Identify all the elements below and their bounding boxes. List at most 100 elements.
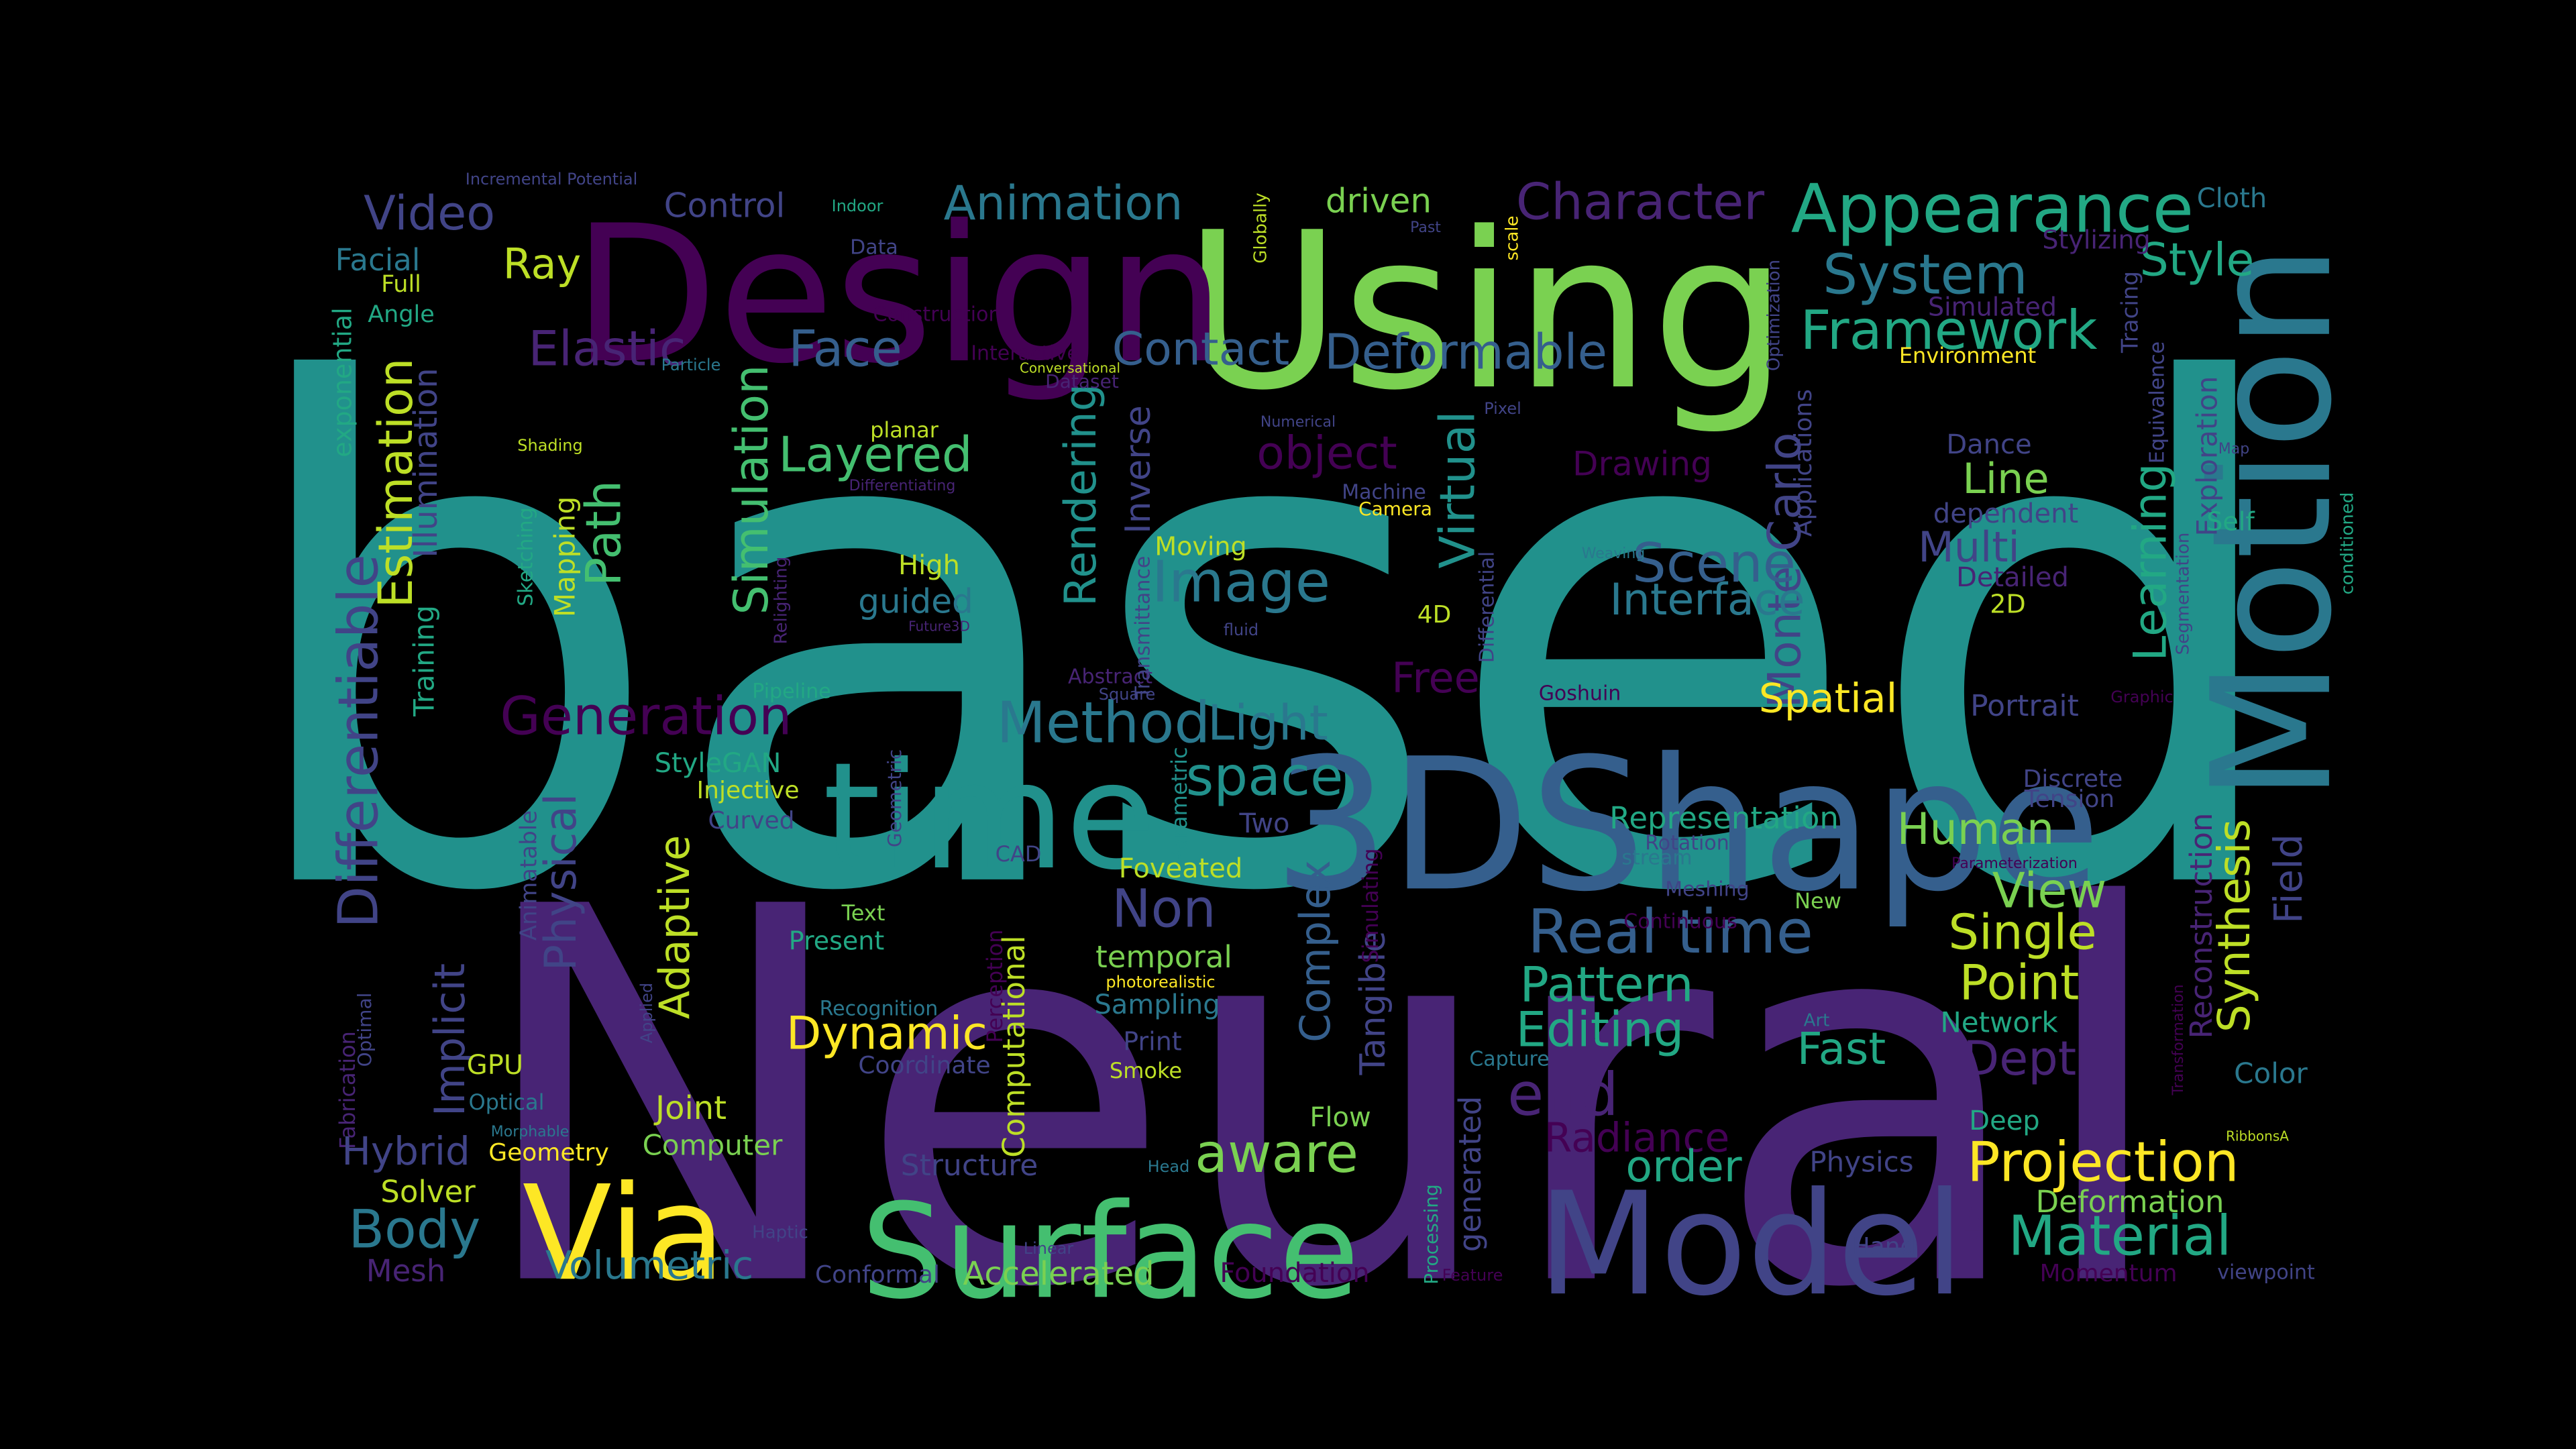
- word-geometric: Geometric: [883, 749, 906, 847]
- word-tracing: Tracing: [2117, 271, 2144, 354]
- word-hybrid: Hybrid: [341, 1128, 470, 1174]
- word-pixel: Pixel: [1484, 399, 1521, 418]
- word-particle: Particle: [661, 356, 721, 374]
- word-feature: Feature: [1442, 1266, 1503, 1285]
- word-environment: Environment: [1899, 343, 2036, 368]
- word-differentiating: Differentiating: [849, 478, 956, 494]
- word-style: Style: [2140, 234, 2255, 287]
- word-scale: scale: [1503, 216, 1523, 261]
- word-linear: Linear: [1024, 1239, 1074, 1258]
- word-layered: Layered: [778, 427, 972, 483]
- word-scene: Scene: [1632, 532, 1796, 594]
- word-cloth: Cloth: [2197, 183, 2267, 214]
- word-non: Non: [1112, 879, 1216, 939]
- word-cad: CAD: [996, 841, 1042, 867]
- word-discrete: Discrete: [2023, 765, 2123, 793]
- word-simulated: Simulated: [1928, 292, 2057, 322]
- word-hand: Hand: [1852, 1233, 1916, 1260]
- word-rotation: Rotation: [1645, 832, 1729, 855]
- word-future3d: Future3D: [908, 619, 970, 635]
- word-gpu: GPU: [467, 1050, 523, 1081]
- word-real-time: Real time: [1527, 897, 1813, 967]
- word-meshing: Meshing: [1665, 878, 1749, 902]
- word-depth: Depth: [1963, 1031, 2106, 1086]
- word-differentiable: Differentiable: [327, 554, 390, 928]
- word-interactive: Interactive: [971, 342, 1079, 366]
- word-pipeline: Pipeline: [752, 680, 830, 704]
- word-using: Using: [1183, 186, 1788, 437]
- word-haptic: Haptic: [752, 1223, 808, 1243]
- word-shading: Shading: [517, 436, 583, 455]
- word-solver: Solver: [380, 1174, 476, 1210]
- word-physical: Physical: [536, 794, 586, 971]
- word-exploration: Exploration: [2191, 376, 2224, 537]
- word-coordinate: Coordinate: [858, 1052, 990, 1079]
- word-tangible: Tangible: [1353, 931, 1393, 1076]
- word-blur: Blur: [1962, 1205, 1988, 1250]
- word-neural: Neural: [470, 799, 2174, 1401]
- word-ribbonsa: RibbonsA: [2226, 1128, 2289, 1144]
- word-detailed: Detailed: [1956, 562, 2069, 593]
- word-order: order: [1625, 1142, 1742, 1192]
- word-simulating: Simulating: [1358, 848, 1383, 963]
- word-via: Via: [523, 1157, 726, 1309]
- word-angle: Angle: [368, 301, 435, 328]
- word-print: Print: [1123, 1027, 1181, 1057]
- word-dance: Dance: [1946, 429, 2031, 460]
- word-virtual: Virtual: [1430, 411, 1486, 568]
- word-synthesis: Synthesis: [2208, 819, 2260, 1032]
- word-geometry: Geometry: [488, 1139, 609, 1167]
- word-material: Material: [2008, 1204, 2231, 1268]
- word-body: Body: [349, 1199, 481, 1260]
- word-generation: Generation: [500, 686, 792, 747]
- word-perception: Perception: [982, 929, 1008, 1042]
- word-elastic: Elastic: [529, 321, 686, 377]
- word-conformal: Conformal: [815, 1261, 940, 1289]
- word-photorealistic: photorealistic: [1106, 973, 1215, 991]
- word-monte-carlo: Monte Carlo: [1759, 432, 1812, 708]
- word-two: Two: [1239, 808, 1290, 839]
- word-representation: Representation: [1609, 800, 1839, 836]
- word-driven: driven: [1326, 182, 1432, 221]
- word-head: Head: [1148, 1157, 1190, 1176]
- word-interface: Interface: [1609, 575, 1805, 625]
- word-stylegan: StyleGAN: [655, 748, 782, 779]
- word-character: Character: [1516, 172, 1764, 231]
- word-pattern: Pattern: [1519, 957, 1693, 1013]
- word-machine: Machine: [1342, 481, 1426, 504]
- word-inverse: Inverse: [1118, 405, 1159, 534]
- word-training: Training: [408, 605, 441, 717]
- word-system: System: [1823, 243, 2028, 307]
- word-image: Image: [1152, 549, 1330, 615]
- word-space: space: [1186, 745, 1344, 808]
- word-injective: Injective: [697, 777, 800, 804]
- word-facial: Facial: [335, 242, 421, 278]
- word-morphable: Morphable: [491, 1124, 570, 1140]
- word-surface: Surface: [861, 1175, 1360, 1328]
- word-relighting: Relighting: [771, 557, 792, 645]
- word-accelerated: Accelerated: [963, 1255, 1154, 1293]
- word-object: object: [1256, 427, 1397, 480]
- word-2d: 2D: [1990, 590, 2025, 619]
- word-guided: guided: [858, 582, 973, 621]
- word-equivalence: Equivalence: [2146, 341, 2169, 464]
- word-temporal: temporal: [1095, 939, 1232, 975]
- word-capture: Capture: [1469, 1048, 1549, 1071]
- word-human: Human: [1897, 804, 2054, 855]
- word-graphic: Graphic: [2110, 688, 2173, 706]
- word-recognition: Recognition: [820, 998, 938, 1021]
- word-map: Map: [2218, 441, 2249, 458]
- word-smoke: Smoke: [1110, 1058, 1182, 1083]
- word-present: Present: [789, 926, 885, 956]
- word-projection: Projection: [1967, 1130, 2239, 1194]
- word-spatial: Spatial: [1759, 676, 1898, 722]
- word-adaptive: Adaptive: [650, 835, 699, 1019]
- word-ray: Ray: [503, 239, 581, 288]
- word-segmentation: Segmentation: [2174, 533, 2194, 655]
- word-transmittance: Transmittance: [1132, 556, 1155, 700]
- word-past: Past: [1410, 219, 1441, 236]
- word-view: View: [1992, 863, 2107, 919]
- word-implicit: Implicit: [425, 963, 474, 1116]
- word-momentum: Momentum: [2039, 1260, 2177, 1287]
